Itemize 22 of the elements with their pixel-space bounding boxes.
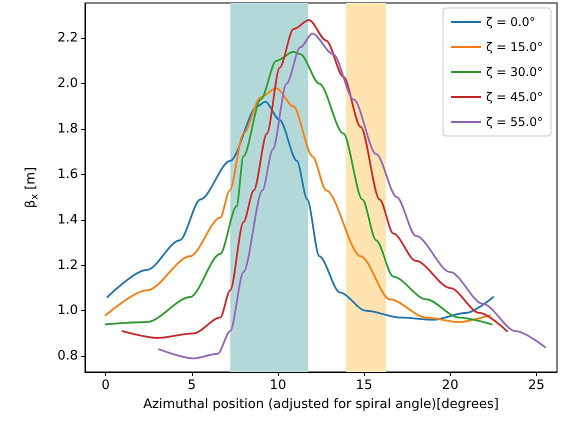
x-tick-label: 0 [102,378,110,393]
y-tick-label: 2.0 [57,76,78,92]
x-tick-label: 20 [442,378,458,393]
y-tick-label: 1.4 [57,212,78,228]
legend-label: ζ = 15.0° [486,40,544,54]
x-tick-label: 25 [528,378,545,393]
y-tick-label: 2.2 [57,30,78,46]
y-tick-label: 1.6 [57,166,78,182]
legend-label: ζ = 45.0° [486,90,544,104]
y-tick-label: 1.2 [57,258,78,273]
y-tick-label: 1.0 [57,303,78,318]
line-series [158,32,546,360]
x-axis-title: Azimuthal position (adjusted for spiral angle)[degrees] [143,397,499,412]
x-tick-label: 10 [270,378,286,393]
legend-label: ζ = 55.0° [486,115,544,129]
y-tick-label: 0.8 [57,348,78,364]
y-axis-title: βx [m] [24,166,40,208]
x-tick-label: 5 [188,378,196,393]
y-tick-label: 1.8 [57,122,78,137]
legend-label: ζ = 30.0° [486,65,544,79]
x-tick-label: 15 [356,378,372,393]
legend-label: ζ = 0.0° [486,15,536,29]
